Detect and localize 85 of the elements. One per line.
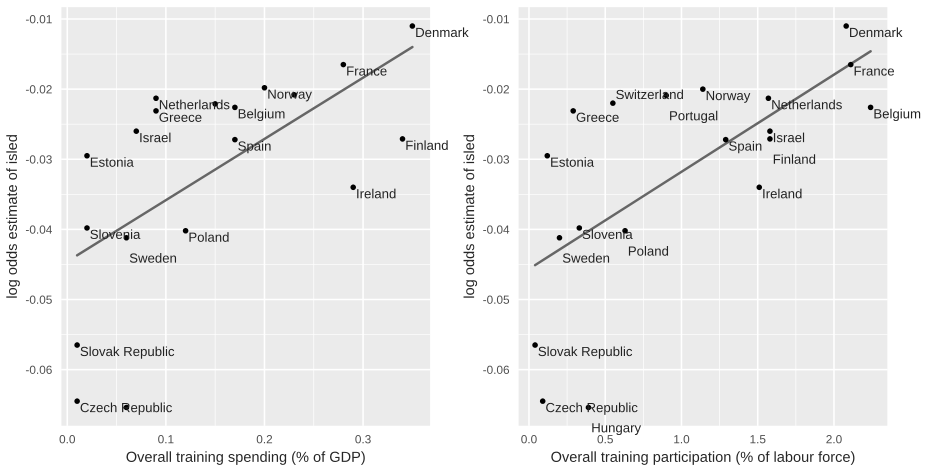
point [262, 84, 268, 91]
annotation: Belgium [238, 108, 284, 122]
annotation: Finland [774, 154, 816, 164]
y-tick-label: -0.06 [26, 366, 52, 374]
annotation: Slovak Republic [538, 346, 632, 359]
annotation: Slovak Republic [80, 346, 174, 359]
x-tick-label: 1.5 [750, 435, 766, 444]
annotation: Ireland [763, 188, 802, 198]
point [400, 136, 406, 142]
annotation: Finland [406, 140, 448, 150]
annotation: Denmark [850, 27, 903, 38]
annotation: Sweden [130, 253, 176, 263]
point [540, 398, 546, 404]
point [74, 398, 80, 404]
x-tick-label: 0.0 [60, 435, 76, 444]
y-tick-label: -0.06 [483, 366, 510, 374]
annotation: Norway [706, 91, 750, 103]
point [74, 342, 80, 348]
point [556, 235, 562, 241]
point [848, 62, 854, 68]
point [232, 104, 238, 110]
annotation: Portugal [670, 110, 718, 124]
point [134, 128, 140, 134]
point [767, 136, 773, 142]
annotation: Ireland [357, 188, 396, 198]
annotation: Czech Republic [546, 402, 638, 415]
x-tick-label: 0.5 [597, 435, 613, 444]
annotation: Poland [628, 246, 668, 256]
y-tick-label: -0.02 [26, 85, 52, 94]
annotation: Poland [189, 232, 229, 242]
x-tick-label: 1.0 [674, 435, 690, 444]
y-tick-label: -0.04 [26, 225, 52, 234]
annotation: Spain [729, 141, 762, 154]
x-tick-label: 2.0 [826, 435, 842, 444]
point [410, 23, 416, 29]
point [153, 108, 159, 114]
annotation: Israel [774, 132, 804, 142]
point [570, 108, 576, 114]
point [610, 100, 616, 106]
annotation: Estonia [90, 157, 134, 167]
y-tick-label: -0.05 [483, 296, 510, 304]
point [722, 136, 728, 142]
point [767, 128, 773, 134]
annotation: Estonia [551, 157, 594, 167]
point [182, 228, 188, 234]
y-axis-title: log odds estimate of isled [6, 135, 20, 298]
point [340, 62, 346, 68]
annotation: Israel [140, 132, 170, 142]
y-tick-label: -0.04 [483, 225, 510, 234]
annotation: Hungary [592, 423, 642, 436]
x-tick-label: 0.2 [256, 435, 272, 444]
annotation: Czech Republic [80, 402, 172, 415]
x-tick-label: 0.3 [355, 435, 371, 444]
annotation: Greece [576, 112, 619, 122]
point [232, 136, 238, 142]
x-tick-label: 0.0 [521, 435, 537, 444]
annotation: Sweden [562, 253, 610, 263]
point [766, 95, 772, 102]
y-tick-label: -0.01 [26, 15, 52, 24]
x-axis-title: Overall training spending (% of GDP) [126, 451, 365, 465]
y-tick-label: -0.03 [26, 155, 52, 164]
y-tick-label: -0.03 [483, 155, 510, 164]
point [84, 225, 90, 231]
point [153, 95, 159, 102]
annotation: Greece [159, 112, 202, 122]
y-tick-label: -0.01 [483, 15, 510, 24]
annotation: Denmark [416, 27, 469, 38]
y-axis-title: log odds estimate of isled [464, 135, 478, 298]
point [576, 225, 582, 231]
point [350, 184, 356, 190]
x-tick-label: 0.1 [158, 435, 174, 444]
annotation: Slovenia [582, 229, 633, 240]
annotation: France [854, 66, 894, 76]
point [532, 342, 538, 348]
point [843, 23, 849, 29]
y-tick-label: -0.05 [26, 296, 52, 304]
point [756, 184, 762, 190]
point [700, 86, 706, 92]
annotation: Norway [268, 90, 312, 102]
point [84, 152, 90, 159]
point [868, 104, 874, 110]
y-tick-label: -0.02 [483, 85, 509, 94]
x-axis-title: Overall training participation (% of labour force) [551, 451, 854, 465]
point [544, 152, 550, 159]
annotation: Belgium [874, 108, 920, 122]
